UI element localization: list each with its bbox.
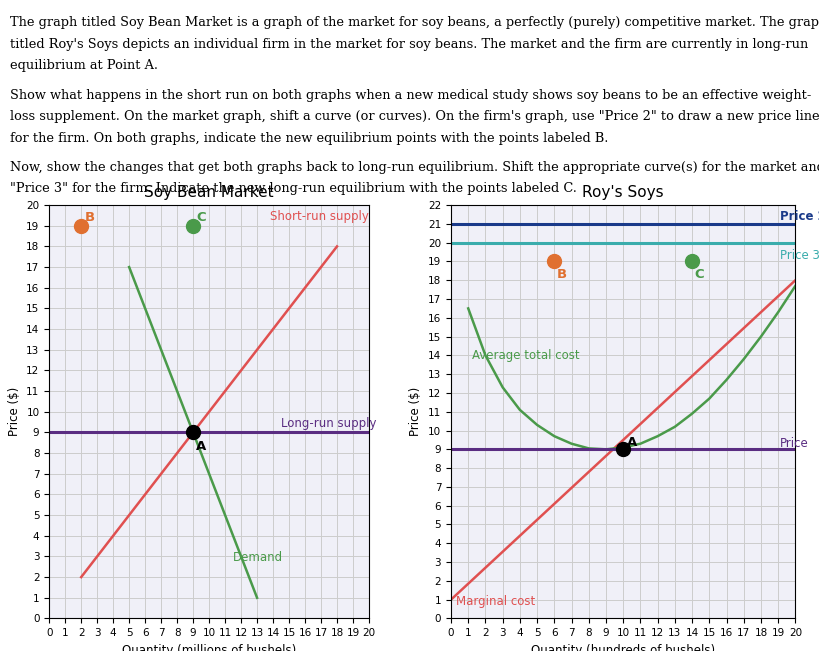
Text: equilibrium at Point A.: equilibrium at Point A. xyxy=(10,59,157,72)
Text: loss supplement. On the market graph, shift a curve (or curves). On the firm's g: loss supplement. On the market graph, sh… xyxy=(10,110,818,123)
Text: Price 2: Price 2 xyxy=(779,210,819,223)
Title: Roy's Soys: Roy's Soys xyxy=(581,185,663,200)
Text: Demand: Demand xyxy=(233,551,283,564)
Text: C: C xyxy=(196,210,206,223)
Text: "Price 3" for the firm. Indicate the new long-run equilibrium with the points la: "Price 3" for the firm. Indicate the new… xyxy=(10,182,576,195)
Text: C: C xyxy=(694,268,704,281)
Text: titled Roy's Soys depicts an individual firm in the market for soy beans. The ma: titled Roy's Soys depicts an individual … xyxy=(10,38,807,51)
Text: Now, show the changes that get both graphs back to long-run equilibrium. Shift t: Now, show the changes that get both grap… xyxy=(10,161,819,174)
Text: Show what happens in the short run on both graphs when a new medical study shows: Show what happens in the short run on bo… xyxy=(10,89,810,102)
Title: Soy Bean Market: Soy Bean Market xyxy=(144,185,274,200)
Text: Short-run supply: Short-run supply xyxy=(269,210,369,223)
Text: B: B xyxy=(84,210,94,223)
Text: B: B xyxy=(556,268,566,281)
Text: Long-run supply: Long-run supply xyxy=(281,417,376,430)
Text: A: A xyxy=(195,440,206,453)
Text: The graph titled Soy Bean Market is a graph of the market for soy beans, a perfe: The graph titled Soy Bean Market is a gr… xyxy=(10,16,819,29)
Text: Marginal cost: Marginal cost xyxy=(455,595,535,608)
Text: Average total cost: Average total cost xyxy=(471,349,578,362)
Text: Price 3: Price 3 xyxy=(779,249,819,262)
Text: for the firm. On both graphs, indicate the new equilibrium points with the point: for the firm. On both graphs, indicate t… xyxy=(10,132,608,145)
X-axis label: Quantity (millions of bushels): Quantity (millions of bushels) xyxy=(122,644,296,651)
Y-axis label: Price ($): Price ($) xyxy=(7,387,20,436)
Text: Price: Price xyxy=(779,437,808,450)
Text: A: A xyxy=(626,436,636,449)
X-axis label: Quantity (hundreds of bushels): Quantity (hundreds of bushels) xyxy=(531,644,714,651)
Y-axis label: Price ($): Price ($) xyxy=(409,387,422,436)
